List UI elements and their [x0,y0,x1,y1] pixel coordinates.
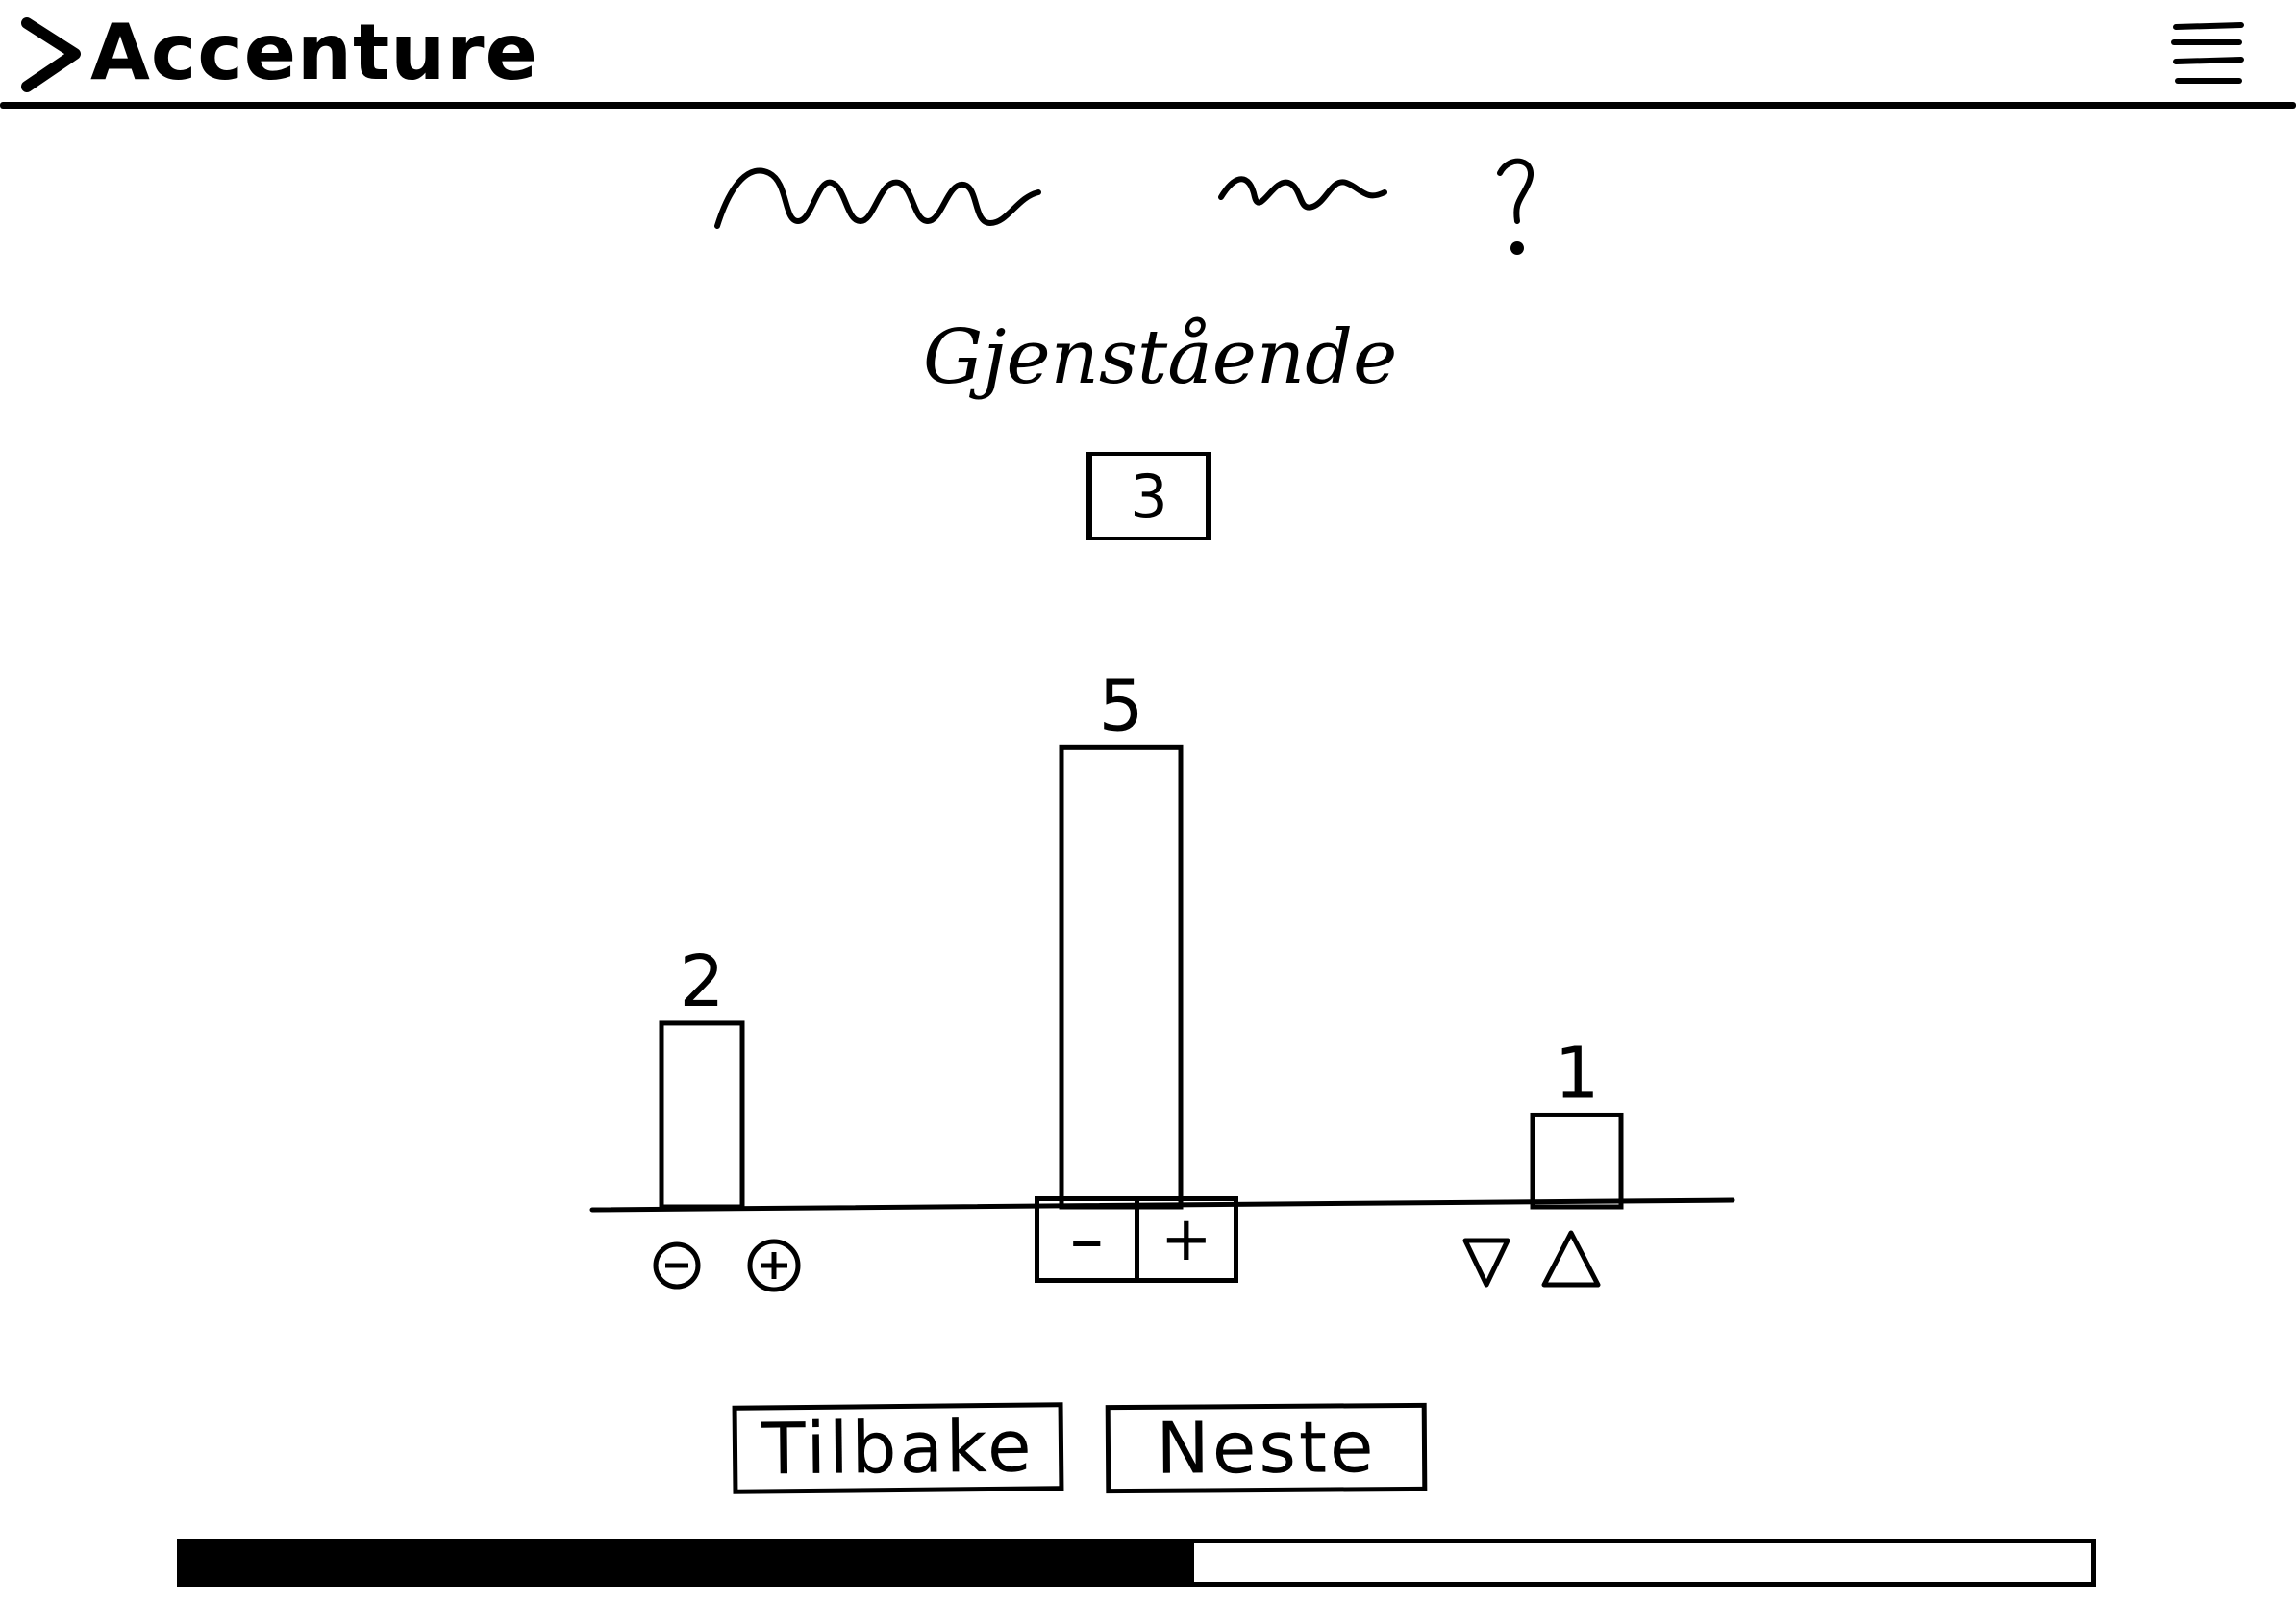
bar-1 [659,1020,745,1210]
bar-3 [1530,1112,1624,1210]
remaining-count-box: 3 [1086,452,1211,540]
hamburger-menu-icon[interactable] [2168,13,2247,90]
bar-3-value-label: 1 [1554,1032,1599,1115]
bar2-increment-button[interactable]: + [1160,1204,1212,1275]
progress-fill [182,1543,1194,1582]
bar-2 [1059,744,1184,1210]
bar2-decrement-button[interactable]: – [1039,1201,1139,1278]
x-axis-baseline [589,1197,1735,1213]
bar3-increment-button[interactable] [1540,1227,1602,1291]
bar3-decrement-button[interactable] [1461,1235,1511,1291]
accenture-logo[interactable]: Accenture [17,10,538,96]
header-divider [0,102,2296,109]
app-header: Accenture [0,0,2296,109]
progress-bar [177,1539,2096,1587]
bar-chart: 2 5 1 [589,664,1735,1213]
bar2-stepper: – + [1035,1196,1238,1283]
remaining-count-value: 3 [1130,461,1168,532]
chevron-right-icon [21,17,81,92]
bar-1-value-label: 2 [679,940,724,1023]
bar-2-value-label: 5 [1098,664,1143,747]
logo-text: Accenture [90,8,538,97]
bar1-increment-button[interactable] [744,1237,804,1294]
next-button[interactable]: Neste [1105,1402,1428,1494]
remaining-label: Gjenstående [923,314,1398,401]
back-button[interactable]: Tilbake [732,1402,1064,1494]
bar1-decrement-button[interactable] [650,1239,704,1292]
question-heading-scribble [714,158,1534,255]
